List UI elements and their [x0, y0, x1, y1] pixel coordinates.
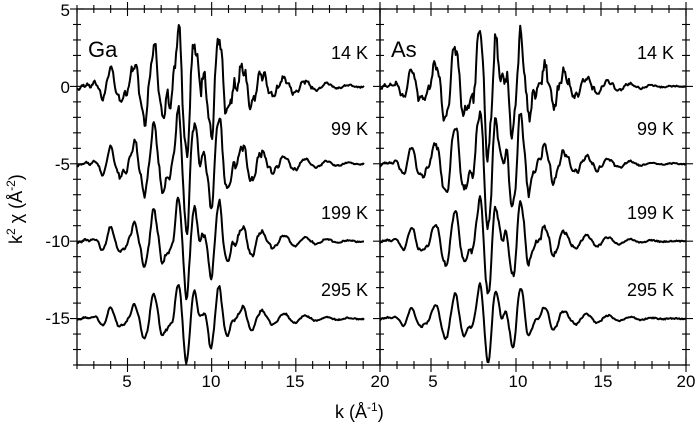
temp-label-as-295k: 295 K [627, 280, 674, 300]
temp-label-ga-199k: 199 K [321, 203, 368, 223]
temp-label-ga-99k: 99 K [331, 119, 368, 139]
curve-ga-14k [76, 24, 365, 159]
x-tick-labels-right: 5 10 15 20 [428, 372, 695, 391]
temp-label-as-199k: 199 K [627, 203, 674, 223]
curve-ga-99k [76, 105, 365, 236]
curves [76, 24, 687, 365]
curve-as-99k [379, 110, 687, 231]
curve-ga-199k [76, 196, 365, 301]
curve-ga-295k [76, 284, 365, 365]
curve-as-295k [379, 282, 686, 364]
panel-label-as: As [391, 37, 417, 62]
curve-as-14k [379, 24, 686, 163]
y-tick-label: 5 [61, 1, 70, 20]
curve-as-199k [379, 195, 686, 295]
y-tick-label: -15 [45, 309, 70, 328]
x-tick-label: 5 [428, 372, 437, 391]
x-axis-title: k (Å-1) [335, 400, 384, 422]
x-tick-label: 10 [202, 372, 221, 391]
x-tick-label: 15 [594, 372, 613, 391]
y-tick-labels: 5 0 -5 -10 -15 [45, 1, 70, 328]
temp-label-as-14k: 14 K [637, 43, 674, 63]
y-tick-label: -5 [55, 155, 70, 174]
x-tick-label: 10 [509, 372, 528, 391]
x-tick-labels-left: 5 10 15 20 [122, 372, 389, 391]
x-tick-label: 20 [371, 372, 390, 391]
y-tick-label: 0 [61, 78, 70, 97]
y-axis-title: k2 χ (Å-2) [4, 174, 26, 244]
x-tick-label: 20 [677, 372, 696, 391]
x-tick-label: 5 [122, 372, 131, 391]
axes [70, 2, 693, 372]
temp-label-ga-295k: 295 K [321, 280, 368, 300]
x-tick-label: 15 [286, 372, 305, 391]
panel-label-ga: Ga [88, 37, 118, 62]
y-tick-label: -10 [45, 232, 70, 251]
temp-label-as-99k: 99 K [637, 119, 674, 139]
plot-frame [76, 8, 687, 366]
temp-label-ga-14k: 14 K [331, 43, 368, 63]
